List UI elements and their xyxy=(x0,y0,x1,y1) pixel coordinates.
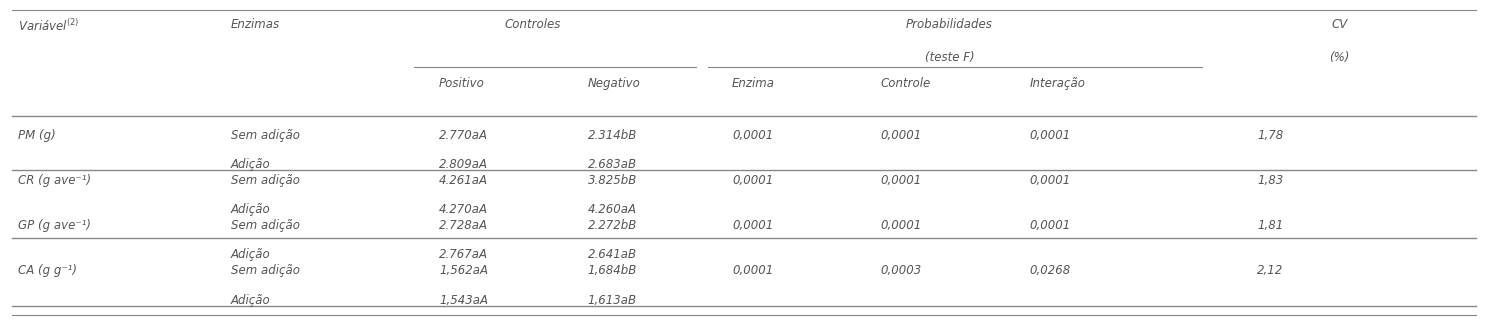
Text: Sem adição: Sem adição xyxy=(231,174,299,187)
Text: 2.767aA: 2.767aA xyxy=(439,249,488,262)
Text: Negativo: Negativo xyxy=(588,77,641,90)
Text: 0,0001: 0,0001 xyxy=(732,219,774,232)
Text: 2.683aB: 2.683aB xyxy=(588,158,637,171)
Text: Positivo: Positivo xyxy=(439,77,485,90)
Text: 2.809aA: 2.809aA xyxy=(439,158,488,171)
Text: 0,0001: 0,0001 xyxy=(732,129,774,142)
Text: 3.825bB: 3.825bB xyxy=(588,174,637,187)
Text: 0,0001: 0,0001 xyxy=(1030,219,1071,232)
Text: 0,0001: 0,0001 xyxy=(881,219,923,232)
Text: Controles: Controles xyxy=(504,18,561,31)
Text: CA (g g⁻¹): CA (g g⁻¹) xyxy=(18,264,77,277)
Text: 1,543aA: 1,543aA xyxy=(439,294,488,306)
Text: (%): (%) xyxy=(1329,51,1350,64)
Text: Sem adição: Sem adição xyxy=(231,264,299,277)
Text: 2.770aA: 2.770aA xyxy=(439,129,488,142)
Text: Adição: Adição xyxy=(231,294,271,306)
Text: 2.314bB: 2.314bB xyxy=(588,129,637,142)
Text: 0,0268: 0,0268 xyxy=(1030,264,1071,277)
Text: 0,0001: 0,0001 xyxy=(1030,174,1071,187)
Text: 1,81: 1,81 xyxy=(1257,219,1284,232)
Text: CV: CV xyxy=(1332,18,1347,31)
Text: Adição: Adição xyxy=(231,158,271,171)
Text: CR (g ave⁻¹): CR (g ave⁻¹) xyxy=(18,174,91,187)
Text: (teste F): (teste F) xyxy=(924,51,975,64)
Text: 4.270aA: 4.270aA xyxy=(439,203,488,216)
Text: Controle: Controle xyxy=(881,77,931,90)
Text: Adição: Adição xyxy=(231,203,271,216)
Text: Sem adição: Sem adição xyxy=(231,129,299,142)
Text: 0,0001: 0,0001 xyxy=(881,129,923,142)
Text: Interação: Interação xyxy=(1030,77,1086,90)
Text: 1,78: 1,78 xyxy=(1257,129,1284,142)
Text: 1,562aA: 1,562aA xyxy=(439,264,488,277)
Text: Sem adição: Sem adição xyxy=(231,219,299,232)
Text: 0,0001: 0,0001 xyxy=(881,174,923,187)
Text: PM (g): PM (g) xyxy=(18,129,55,142)
Text: 2.728aA: 2.728aA xyxy=(439,219,488,232)
Text: 0,0001: 0,0001 xyxy=(732,174,774,187)
Text: 1,613aB: 1,613aB xyxy=(588,294,637,306)
Text: 0,0001: 0,0001 xyxy=(1030,129,1071,142)
Text: 1,684bB: 1,684bB xyxy=(588,264,637,277)
Text: 2,12: 2,12 xyxy=(1257,264,1284,277)
Text: 0,0001: 0,0001 xyxy=(732,264,774,277)
Text: 2.272bB: 2.272bB xyxy=(588,219,637,232)
Text: Enzimas: Enzimas xyxy=(231,18,280,31)
Text: 4.260aA: 4.260aA xyxy=(588,203,637,216)
Text: GP (g ave⁻¹): GP (g ave⁻¹) xyxy=(18,219,91,232)
Text: 1,83: 1,83 xyxy=(1257,174,1284,187)
Text: 4.261aA: 4.261aA xyxy=(439,174,488,187)
Text: 0,0003: 0,0003 xyxy=(881,264,923,277)
Text: 2.641aB: 2.641aB xyxy=(588,249,637,262)
Text: Enzima: Enzima xyxy=(732,77,775,90)
Text: Probabilidades: Probabilidades xyxy=(906,18,992,31)
Text: Variável$^{(2)}$: Variável$^{(2)}$ xyxy=(18,18,79,34)
Text: Adição: Adição xyxy=(231,249,271,262)
